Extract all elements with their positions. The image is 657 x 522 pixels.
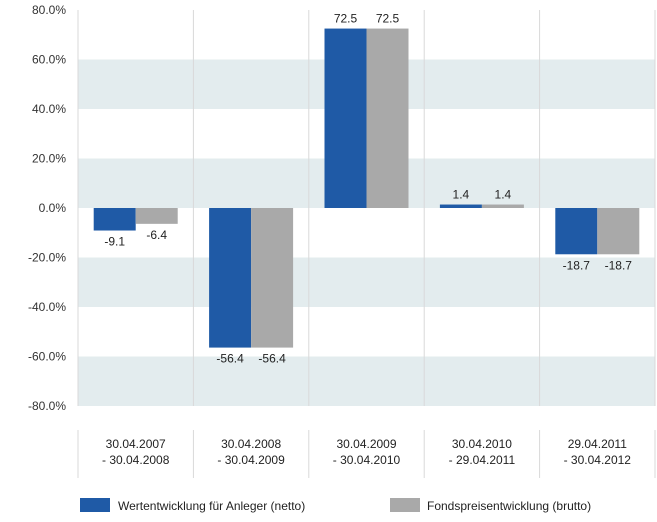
bars: [93, 28, 640, 348]
category-label: - 30.04.2009: [217, 453, 285, 467]
legend-label: Wertentwicklung für Anleger (netto): [118, 499, 305, 513]
legend: Wertentwicklung für Anleger (netto) Fonds…: [80, 498, 591, 513]
data-label: -18.7: [563, 258, 591, 272]
category-label: 30.04.2007: [106, 437, 166, 451]
bar-brutto: [366, 28, 409, 208]
category-labels: 30.04.2007 - 30.04.2008 30.04.2008 - 30.04.…: [77, 430, 656, 478]
y-tick-label: -40.0%: [28, 300, 66, 314]
data-label: -9.1: [104, 235, 125, 249]
data-label: -56.4: [258, 352, 286, 366]
vertical-gridlines: [77, 10, 656, 406]
y-tick-label: 80.0%: [32, 3, 66, 17]
data-label: 1.4: [453, 188, 470, 202]
grid-band: [78, 257, 655, 307]
legend-swatch: [80, 498, 110, 512]
data-label: 1.4: [495, 188, 512, 202]
legend-label: Fondspreisentwicklung (brutto): [427, 499, 591, 513]
y-tick-label: -20.0%: [28, 251, 66, 265]
bar-netto: [324, 28, 367, 208]
data-label: -18.7: [605, 258, 633, 272]
y-tick-label: 0.0%: [39, 201, 67, 215]
data-label: -56.4: [216, 352, 244, 366]
bar-brutto: [597, 208, 640, 255]
y-axis: 80.0% 60.0% 40.0% 20.0% 0.0% -20.0% -40.0% -60.…: [28, 3, 66, 413]
y-tick-label: 40.0%: [32, 102, 66, 116]
data-labels: -9.1 -6.4 -56.4 -56.4 72.5 72.5 1.4 1.4 -18.7 -18…: [104, 12, 632, 366]
y-tick-label: -60.0%: [28, 350, 66, 364]
category-label: 29.04.2011: [568, 437, 627, 451]
y-tick-label: -80.0%: [28, 399, 66, 413]
category-label: - 29.04.2011: [449, 453, 516, 467]
bar-netto: [555, 208, 598, 255]
data-label: 72.5: [334, 12, 358, 26]
category-label: 30.04.2010: [452, 437, 512, 451]
grid-band: [78, 356, 655, 406]
category-label: 30.04.2009: [336, 437, 396, 451]
bar-brutto: [481, 204, 524, 208]
legend-swatch: [390, 498, 420, 512]
bar-brutto: [135, 208, 178, 224]
bar-brutto: [251, 208, 294, 348]
y-tick-label: 20.0%: [32, 152, 66, 166]
category-label: - 30.04.2010: [333, 453, 401, 467]
bar-netto: [439, 204, 482, 208]
category-label: - 30.04.2008: [102, 453, 170, 467]
category-label: - 30.04.2012: [564, 453, 632, 467]
bar-netto: [93, 208, 136, 231]
category-label: 30.04.2008: [221, 437, 281, 451]
data-label: 72.5: [376, 12, 400, 26]
bar-netto: [209, 208, 252, 348]
data-label: -6.4: [146, 228, 167, 242]
y-tick-label: 60.0%: [32, 53, 66, 67]
